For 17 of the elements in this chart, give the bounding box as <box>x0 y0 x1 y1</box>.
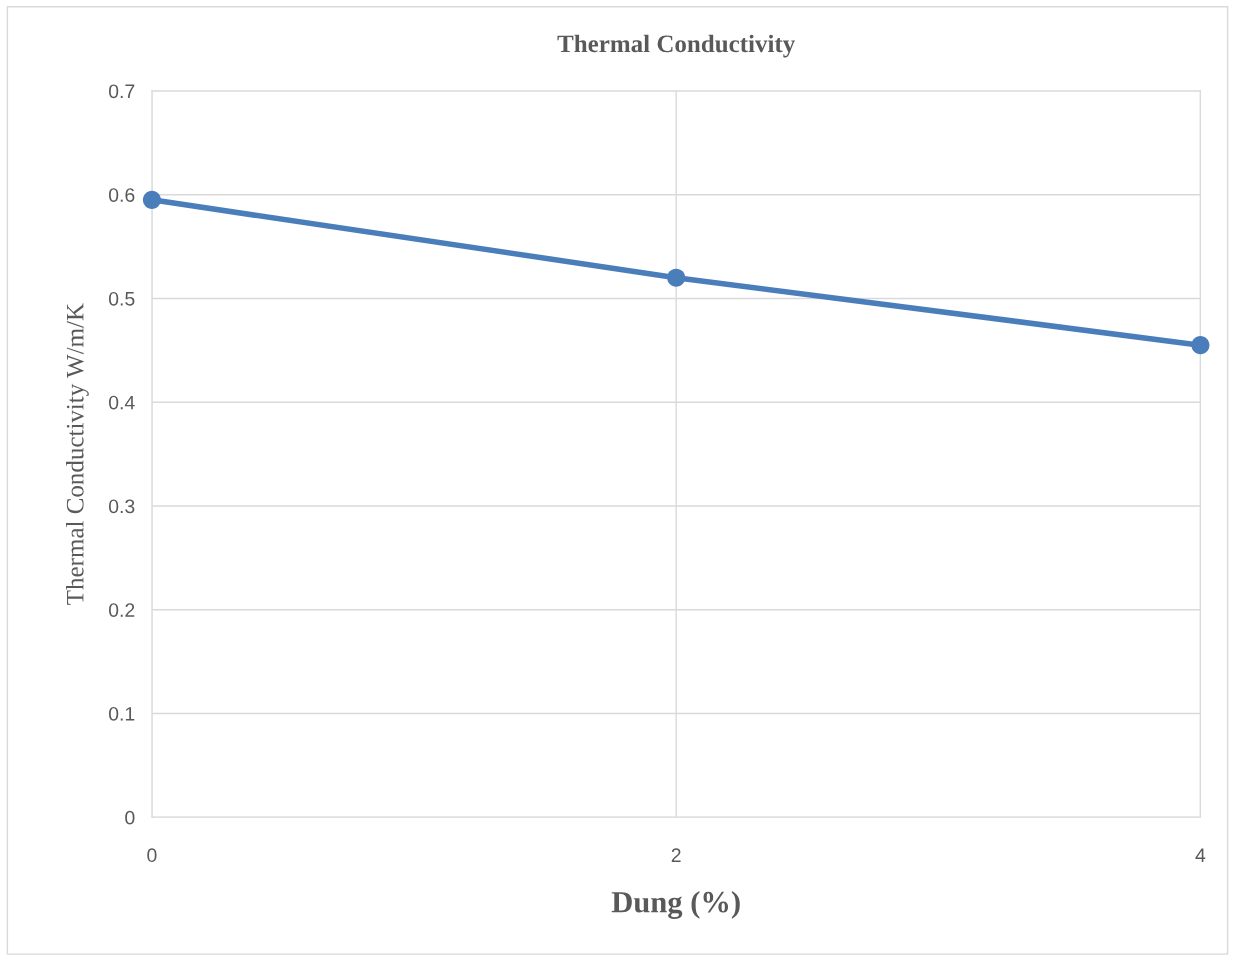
y-axis-title: Thermal Conductivity W/m/K <box>66 303 89 605</box>
y-tick-label: 0.4 <box>108 395 135 410</box>
chart-title: Thermal Conductivity <box>557 34 796 58</box>
point <box>667 268 686 287</box>
x-tick-label: 0 <box>147 848 157 863</box>
y-tick-label: 0.7 <box>108 84 135 99</box>
x-tick-label: 2 <box>671 848 681 862</box>
y-tick-label: 0.3 <box>108 499 135 514</box>
y-tick-label: 0.6 <box>108 188 135 202</box>
y-tick-label: 0.1 <box>108 706 135 721</box>
point <box>1191 336 1210 355</box>
y-tick-label: 0.2 <box>108 603 135 617</box>
x-tick-label: 4 <box>1195 848 1206 862</box>
point <box>142 190 161 209</box>
x-axis-title: Dung (%) <box>611 890 740 919</box>
y-tick-label: 0.5 <box>108 291 135 306</box>
y-tick-label: 0 <box>125 810 135 825</box>
